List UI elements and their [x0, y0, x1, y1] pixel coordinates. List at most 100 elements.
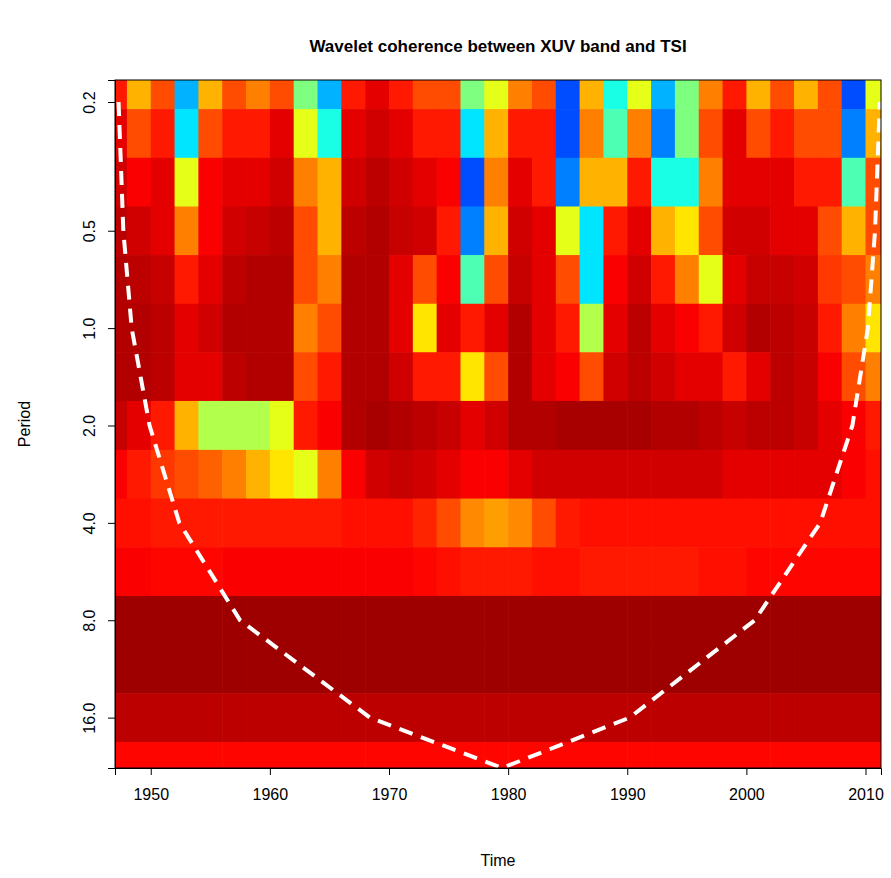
- x-tick-mark: [746, 768, 747, 775]
- heatmap-cell: [365, 352, 389, 401]
- heatmap-cell: [603, 450, 627, 499]
- heatmap-cell: [198, 352, 222, 401]
- heatmap-cell: [341, 206, 365, 255]
- heatmap-cell: [341, 547, 365, 596]
- heatmap-cell: [770, 304, 794, 353]
- heatmap-cell: [413, 158, 437, 207]
- heatmap-cell: [484, 645, 508, 694]
- heatmap-cell: [460, 304, 484, 353]
- heatmap-cell: [175, 742, 199, 768]
- heatmap-cell: [651, 352, 675, 401]
- heatmap-cell: [699, 255, 723, 304]
- heatmap-cell: [770, 401, 794, 451]
- heatmap-cell: [413, 693, 437, 742]
- heatmap-cell: [794, 158, 818, 207]
- heatmap-cell: [699, 596, 723, 645]
- heatmap-cell: [580, 742, 604, 768]
- heatmap-cell: [151, 158, 175, 207]
- y-axis-line: [108, 81, 116, 769]
- y-tick: 1.0: [81, 317, 115, 339]
- heatmap-cell: [627, 206, 651, 255]
- heatmap-cell: [770, 255, 794, 304]
- heatmap-cell: [842, 450, 866, 499]
- heatmap-cell: [341, 255, 365, 304]
- heatmap-cell: [556, 499, 580, 548]
- heatmap-cell: [127, 158, 151, 207]
- heatmap-cell: [699, 304, 723, 353]
- heatmap-cell: [508, 596, 532, 645]
- heatmap-cell: [270, 450, 294, 499]
- heatmap-cell: [484, 206, 508, 255]
- heatmap-cell: [175, 255, 199, 304]
- heatmap-cell: [532, 255, 556, 304]
- heatmap-cell: [699, 80, 723, 110]
- heatmap-cell: [151, 255, 175, 304]
- heatmap-cell: [413, 645, 437, 694]
- heatmap-cell: [723, 352, 747, 401]
- x-tick: 1990: [610, 768, 646, 803]
- y-tick: 8.0: [81, 610, 115, 632]
- heatmap-cell: [365, 206, 389, 255]
- heatmap-cell: [198, 596, 222, 645]
- heatmap-cell: [842, 645, 866, 694]
- chart-title: Wavelet coherence between XUV band and T…: [309, 37, 686, 56]
- heatmap-cell: [723, 450, 747, 499]
- heatmap-cell: [651, 547, 675, 596]
- heatmap-cell: [246, 80, 270, 110]
- heatmap-cell: [794, 645, 818, 694]
- heatmap-cell: [603, 206, 627, 255]
- heatmap-cell: [675, 450, 699, 499]
- heatmap-cell: [532, 206, 556, 255]
- x-tick-mark: [627, 768, 628, 775]
- heatmap-cell: [818, 255, 842, 304]
- heatmap-cell: [198, 450, 222, 499]
- heatmap-cell: [389, 255, 413, 304]
- heatmap-cell: [746, 109, 770, 158]
- heatmap-cell: [627, 450, 651, 499]
- heatmap-cell: [175, 109, 199, 158]
- heatmap-cell: [365, 158, 389, 207]
- heatmap-cell: [770, 109, 794, 158]
- heatmap-cell: [413, 352, 437, 401]
- heatmap-cell: [198, 742, 222, 768]
- heatmap-cell: [603, 645, 627, 694]
- heatmap-cell: [365, 255, 389, 304]
- heatmap-cell: [532, 499, 556, 548]
- heatmap-cell: [460, 499, 484, 548]
- heatmap-cell: [818, 742, 842, 768]
- heatmap-cell: [222, 80, 246, 110]
- heatmap-cell: [222, 645, 246, 694]
- heatmap-cell: [115, 645, 128, 694]
- heatmap-cell: [389, 206, 413, 255]
- heatmap-cell: [556, 450, 580, 499]
- heatmap-cell: [556, 158, 580, 207]
- heatmap-cell: [866, 450, 881, 499]
- heatmap-cell: [770, 450, 794, 499]
- heatmap-cell: [770, 742, 794, 768]
- heatmap-cell: [651, 401, 675, 451]
- heatmap-cell: [675, 499, 699, 548]
- x-tick-mark: [508, 768, 509, 775]
- heatmap-cell: [151, 206, 175, 255]
- heatmap-cell: [723, 304, 747, 353]
- heatmap-cell: [294, 255, 318, 304]
- heatmap-cell: [365, 596, 389, 645]
- heatmap-cell: [151, 109, 175, 158]
- heatmap-cell: [627, 255, 651, 304]
- heatmap-cell: [151, 352, 175, 401]
- heatmap-cell: [580, 206, 604, 255]
- heatmap-cell: [115, 742, 128, 768]
- heatmap-cell: [127, 596, 151, 645]
- heatmap-cell: [294, 304, 318, 353]
- heatmap-cell: [723, 158, 747, 207]
- heatmap-cell: [175, 596, 199, 645]
- heatmap-cell: [770, 693, 794, 742]
- y-tick-mark: [108, 523, 115, 524]
- heatmap-cell: [246, 304, 270, 353]
- heatmap-cell: [175, 693, 199, 742]
- heatmap-cell: [246, 401, 270, 451]
- heatmap-cell: [627, 80, 651, 110]
- heatmap-cell: [770, 352, 794, 401]
- x-axis-line: [116, 769, 882, 776]
- x-tick: 1950: [133, 768, 169, 803]
